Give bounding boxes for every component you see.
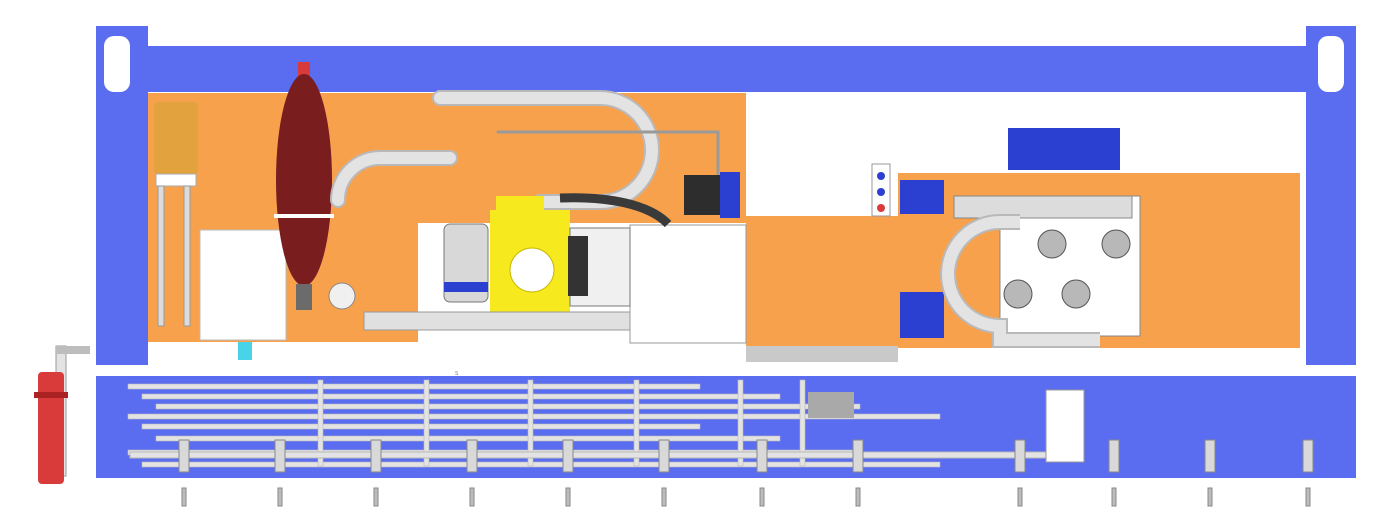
valve-knob-4 (1061, 279, 1091, 309)
right-plate-bracket (1276, 205, 1300, 348)
manifold-white-panel (1045, 389, 1085, 463)
valve-manifold (871, 128, 1141, 348)
valve-panel-top (953, 195, 1133, 219)
motor-end-cap (720, 172, 740, 218)
red-filter-body (38, 372, 64, 484)
filter-cartridge-band (444, 282, 488, 292)
pressure-gauge (328, 282, 356, 310)
manifold-gray-block (808, 392, 854, 418)
valve-knob-1 (1037, 229, 1067, 259)
accumulator-neck (296, 284, 312, 310)
control-led-3 (877, 204, 885, 212)
left-lower-bar (363, 311, 631, 331)
rack-bottom-rail (96, 365, 1356, 376)
left-white-panel (199, 229, 287, 341)
fitting-stem (469, 487, 475, 507)
fitting-body (658, 439, 670, 473)
accumulator-body (276, 74, 332, 286)
manifold-main-line (129, 451, 1071, 459)
manifold-riser (527, 379, 534, 467)
control-led-2 (877, 188, 885, 196)
pump-port (509, 247, 555, 293)
right-mount-slot (1318, 36, 1344, 92)
fitting-stem (855, 487, 861, 507)
rack-frame-outline (96, 26, 1356, 365)
center-lower-strip (746, 346, 898, 362)
left-mount-slot (104, 36, 130, 92)
valve-knob-2 (1101, 229, 1131, 259)
manifold-riser (737, 379, 744, 467)
manifold-riser (423, 379, 430, 467)
fitting-body (1204, 439, 1216, 473)
fitting-body (1014, 439, 1026, 473)
manifold-tube (141, 423, 701, 430)
inner-pipe-loop (332, 152, 456, 206)
valve-blue-block-2 (900, 292, 944, 338)
canister-base (155, 173, 197, 187)
cyan-tag (238, 342, 252, 360)
accumulator (274, 62, 356, 310)
fitting-stem (1207, 487, 1213, 507)
red-filter-band (34, 392, 68, 398)
tiny-label: S (455, 371, 459, 377)
valve-knob-3 (1003, 279, 1033, 309)
manifold-riser (317, 379, 324, 467)
canister-body (154, 102, 198, 174)
center-mounting-plate (746, 216, 898, 348)
fitting-body (370, 439, 382, 473)
motor-body (684, 175, 720, 215)
fitting-body (562, 439, 574, 473)
manifold-riser (633, 379, 640, 467)
fitting-stem (181, 487, 187, 507)
gold-canister (154, 102, 198, 327)
manifold-riser (799, 379, 806, 467)
motor (684, 172, 740, 218)
canister-stem-right (183, 185, 191, 327)
fitting-body (1302, 439, 1314, 473)
control-led-1 (877, 172, 885, 180)
fitting-stem (565, 487, 571, 507)
center-white-panel (629, 224, 747, 344)
fitting-stem (1305, 487, 1311, 507)
pump-coupling (568, 236, 588, 296)
valve-plate (999, 195, 1141, 337)
valve-blue-block-1 (900, 180, 944, 214)
pump-block (443, 196, 631, 312)
accumulator-band (274, 214, 334, 218)
fitting-stem (661, 487, 667, 507)
pump-block-top (496, 196, 544, 214)
red-filter-assembly (34, 345, 90, 484)
fitting-stem (1111, 487, 1117, 507)
fitting-body (756, 439, 768, 473)
manifold-tube (141, 461, 941, 468)
canister-stem-left (157, 185, 165, 327)
manifold-tube (127, 413, 941, 420)
fitting-stem (277, 487, 283, 507)
manifold-tube (155, 403, 861, 410)
fitting-body (466, 439, 478, 473)
fitting-stem (1017, 487, 1023, 507)
manifold-tube (141, 393, 781, 400)
fitting-body (1108, 439, 1120, 473)
bottom-fittings (178, 439, 1314, 507)
fitting-body (178, 439, 190, 473)
fitting-stem (373, 487, 379, 507)
blue-valve-header (1008, 128, 1120, 170)
lower-manifold-tubing (127, 379, 1085, 468)
dark-hose (559, 193, 672, 228)
u-pipe (942, 216, 1100, 346)
fitting-body (274, 439, 286, 473)
rack-frame (96, 26, 1356, 478)
fitting-stem (759, 487, 765, 507)
manifold-tube (127, 383, 701, 390)
fitting-body (852, 439, 864, 473)
